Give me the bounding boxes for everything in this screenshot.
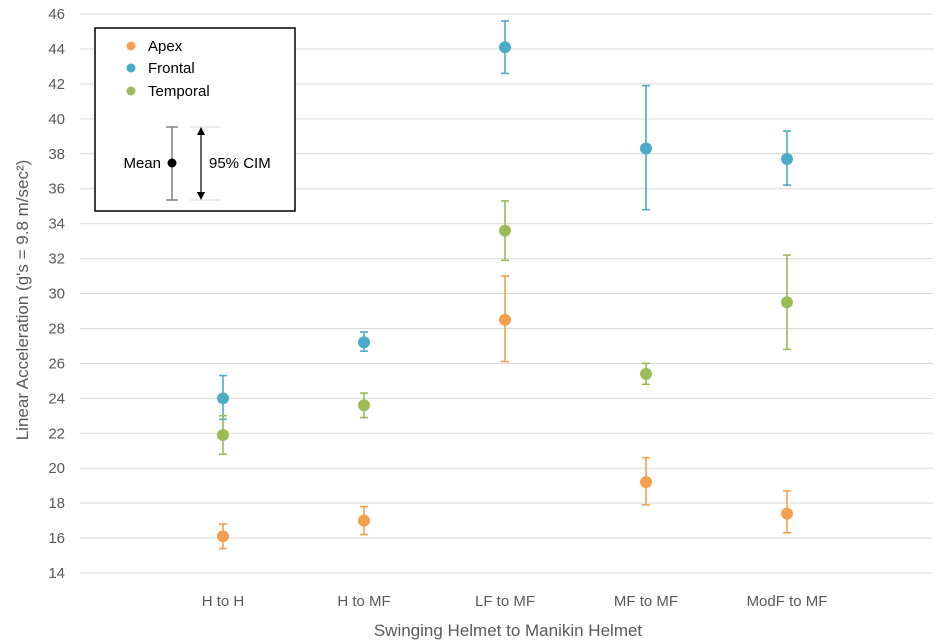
legend-marker-temporal <box>126 86 136 96</box>
legend-marker-apex <box>126 41 136 51</box>
y-tick-label: 44 <box>48 41 65 58</box>
y-tick-label: 22 <box>48 425 65 442</box>
legend-mean-marker <box>167 158 177 168</box>
legend-label-frontal: Frontal <box>148 60 195 77</box>
y-tick-label: 28 <box>48 320 65 337</box>
series-temporal <box>217 200 793 456</box>
data-point <box>217 530 229 543</box>
legend-mean-key: Mean <box>123 126 178 201</box>
y-tick-label: 18 <box>48 495 65 512</box>
x-tick-label: H to H <box>202 593 245 610</box>
legend-marker-frontal <box>126 63 136 73</box>
y-tick-label: 34 <box>48 216 65 233</box>
y-axis-title: Linear Acceleration (g's = 9.8 m/sec²) <box>13 160 32 441</box>
series-frontal <box>217 20 793 421</box>
y-tick-label: 40 <box>48 111 65 128</box>
y-tick-label: 36 <box>48 181 65 198</box>
data-series <box>217 20 793 550</box>
data-point <box>640 142 652 155</box>
y-tick-label: 26 <box>48 355 65 372</box>
x-tick-label: MF to MF <box>614 593 678 610</box>
legend: Apex Frontal Temporal Mean 95% CIM <box>94 27 296 212</box>
y-tick-label: 32 <box>48 251 65 268</box>
x-tick-label: H to MF <box>337 593 390 610</box>
x-tick-label: ModF to MF <box>747 593 828 610</box>
y-tick-label: 20 <box>48 460 65 477</box>
legend-label-apex: Apex <box>148 38 183 55</box>
data-point <box>358 514 370 527</box>
data-point <box>640 476 652 489</box>
x-tick-label: LF to MF <box>475 593 535 610</box>
data-point <box>499 313 511 326</box>
legend-ci-label: 95% CIM <box>209 155 271 172</box>
legend-mean-label: Mean <box>123 155 161 172</box>
y-tick-label: 30 <box>48 286 65 303</box>
data-point <box>217 428 229 441</box>
legend-label-temporal: Temporal <box>148 83 210 100</box>
y-tick-label: 38 <box>48 146 65 163</box>
y-tick-label: 42 <box>48 76 65 93</box>
legend-ci-key: 95% CIM <box>190 126 271 201</box>
y-tick-label: 24 <box>48 390 65 407</box>
data-point <box>781 152 793 165</box>
y-tick-label: 16 <box>48 530 65 547</box>
y-tick-label: 46 <box>48 6 65 23</box>
y-tick-label: 14 <box>48 565 65 582</box>
series-apex <box>217 275 793 550</box>
data-point <box>217 392 229 405</box>
data-point <box>358 399 370 412</box>
legend-box <box>94 27 296 212</box>
data-point <box>499 224 511 237</box>
x-axis-title: Swinging Helmet to Manikin Helmet <box>374 621 643 640</box>
data-point <box>640 367 652 380</box>
data-point <box>499 41 511 54</box>
y-axis-ticks: 14 16 18 20 22 24 26 28 30 32 34 36 38 40 42 44 46 <box>48 6 65 582</box>
data-point <box>358 336 370 349</box>
data-point <box>781 507 793 520</box>
x-axis-ticks: H to H H to MF LF to MF MF to MF ModF to MF <box>202 593 828 610</box>
data-point <box>781 296 793 309</box>
